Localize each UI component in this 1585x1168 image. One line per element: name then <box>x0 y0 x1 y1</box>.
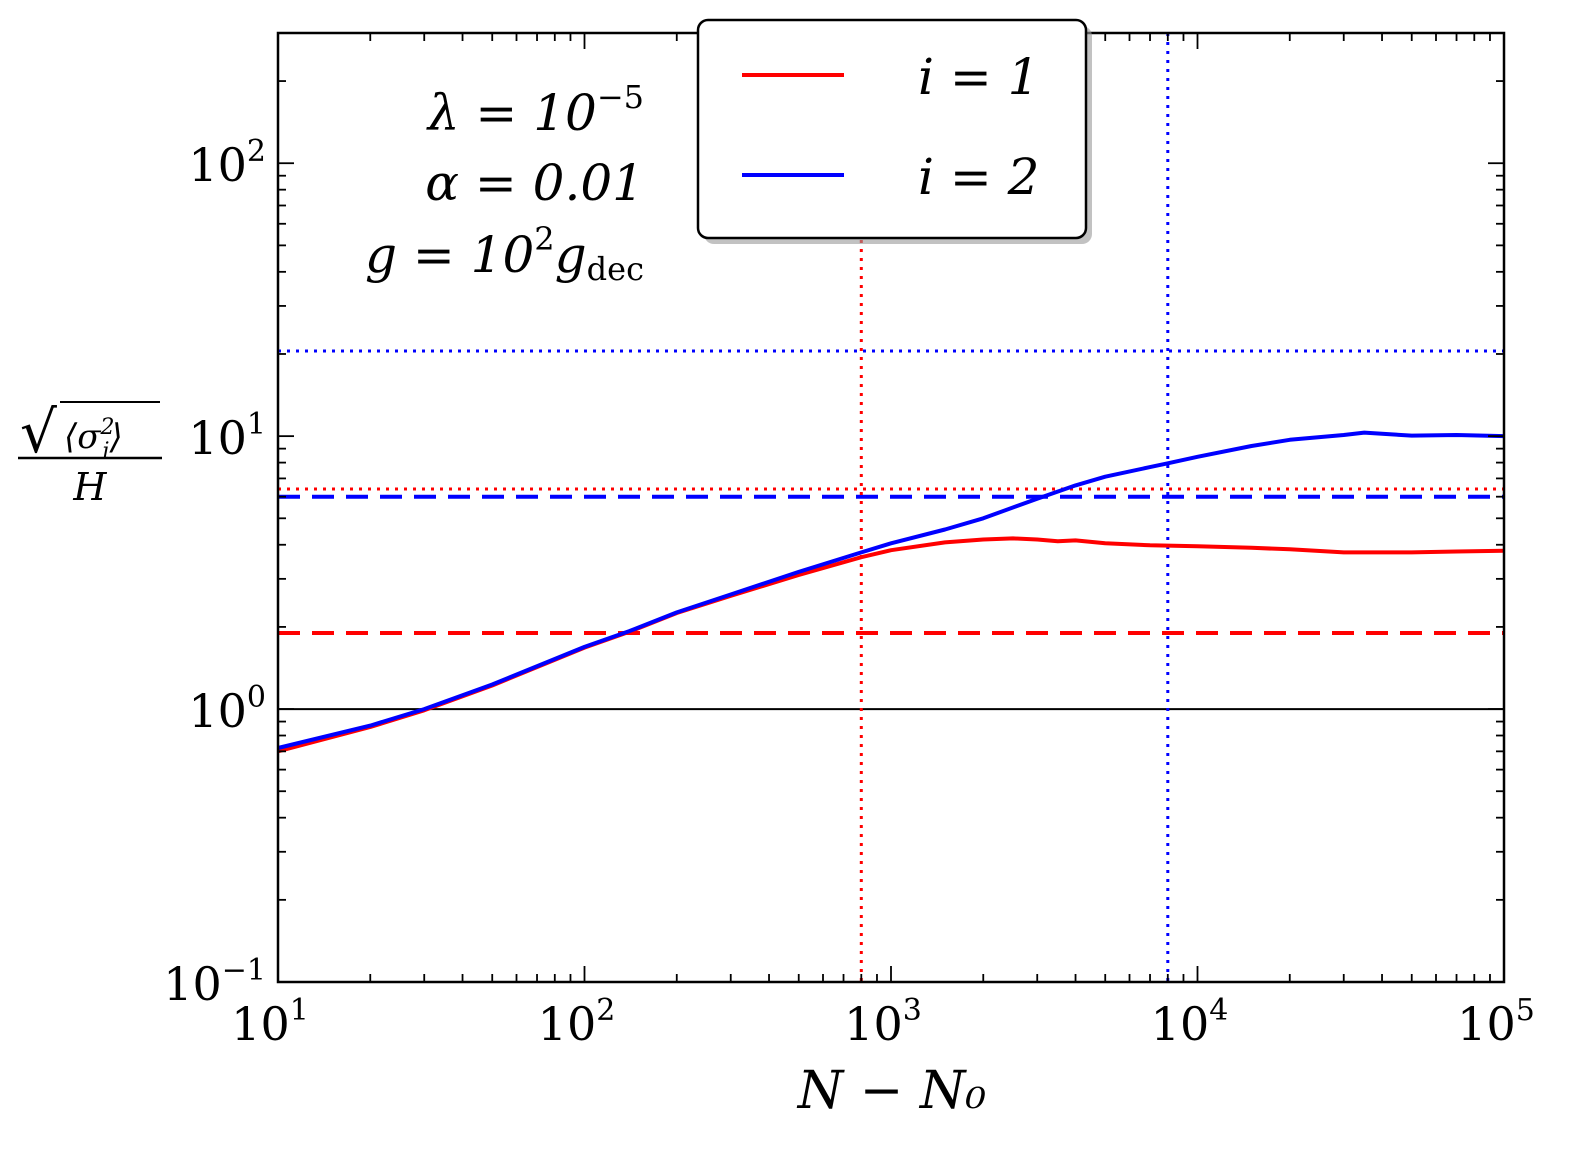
y-tick-label-base: 10 <box>188 411 247 465</box>
x-tick-label-1: 101 <box>231 993 309 1051</box>
x-tick-label-5: 105 <box>1457 993 1535 1051</box>
y-tick-label-exp: 0 <box>247 680 266 715</box>
annotation-main: g = 10 <box>365 226 534 284</box>
y-tick-label-base: 10 <box>188 684 247 738</box>
annotation-tail: g <box>555 226 587 284</box>
y-axis-title-sup: 2 <box>99 415 114 440</box>
x-tick-label-4: 104 <box>1151 993 1229 1051</box>
x-axis-title: N − N₀ <box>796 1061 987 1121</box>
series-lines <box>277 430 1505 754</box>
x-tick-label-base: 10 <box>844 997 903 1051</box>
legend-label-series-2: i = 2 <box>918 148 1039 206</box>
annotation-sup: −5 <box>597 78 644 116</box>
x-tick-label-base: 10 <box>1457 997 1516 1051</box>
y-tick-label-exp: −1 <box>222 953 266 988</box>
y-axis-title-numerator: ⟨σ2 i⟩ <box>64 415 123 464</box>
y-axis-title-sub: i <box>102 439 109 464</box>
annotation-sub: dec <box>587 250 644 288</box>
y-tick-label-3: 101 <box>188 407 266 465</box>
x-tick-label-exp: 3 <box>903 993 922 1028</box>
y-tick-label-2: 100 <box>188 680 266 738</box>
parameter-annotations: λ = 10−5 α = 0.01 g = 102gdec <box>365 78 644 288</box>
y-tick-label-exp: 2 <box>247 134 266 169</box>
legend-label-series-1: i = 1 <box>918 48 1039 106</box>
y-axis-title-sqrt: √ <box>20 398 57 466</box>
x-tick-label-exp: 5 <box>1516 993 1535 1028</box>
y-axis-title-denominator: H <box>72 465 107 509</box>
annotation-sup: 2 <box>534 220 554 258</box>
x-tick-label-3: 103 <box>844 993 922 1051</box>
x-tick-label-exp: 4 <box>1209 993 1228 1028</box>
y-axis-title: √ ⟨σ2 i⟩ H <box>18 398 162 509</box>
x-tick-label-base: 10 <box>231 997 290 1051</box>
x-tick-label-exp: 2 <box>596 993 615 1028</box>
x-tick-labels: 101 102 103 104 105 <box>231 993 1535 1051</box>
x-tick-label-exp: 1 <box>290 993 309 1028</box>
y-tick-label-base: 10 <box>188 138 247 192</box>
y-tick-label-base: 10 <box>163 957 222 1011</box>
annotation-1: λ = 10−5 <box>426 78 644 142</box>
legend: i = 1 i = 2 <box>696 18 1092 244</box>
y-tick-label-1: 10−1 <box>163 953 266 1011</box>
x-tick-label-base: 10 <box>538 997 597 1051</box>
reference-lines <box>278 33 1504 982</box>
annotation-2: α = 0.01 <box>425 154 644 212</box>
annotation-main: α = 0.01 <box>425 154 644 212</box>
y-tick-label-exp: 1 <box>247 407 266 442</box>
series-line-2 <box>277 430 1505 750</box>
series-line-1 <box>277 536 1505 754</box>
x-tick-label-2: 102 <box>538 993 616 1051</box>
y-axis-title-bracket-close: ⟩ <box>109 417 123 457</box>
x-tick-label-base: 10 <box>1151 997 1210 1051</box>
annotation-main: λ = 10 <box>426 84 597 142</box>
y-tick-label-4: 102 <box>188 134 266 192</box>
y-axis-title-bracket-open: ⟨σ <box>64 417 101 457</box>
annotation-3: g = 102gdec <box>365 220 644 288</box>
